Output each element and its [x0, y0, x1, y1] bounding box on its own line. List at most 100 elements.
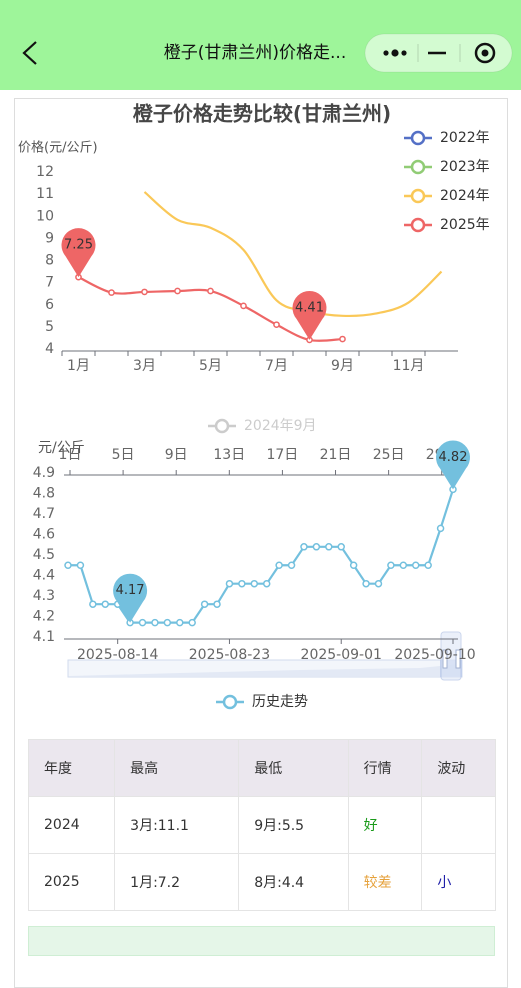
legend-label[interactable]: 历史走势	[252, 694, 308, 710]
column-header: 最高	[114, 739, 240, 797]
table-row: 2025 1月:7.2 8月:4.4 较差 小	[27, 853, 496, 911]
chart-title: 橙子价格走势比较(甘肃兰州)	[133, 102, 391, 126]
cell: 较差	[347, 853, 423, 911]
zoom-grip[interactable]	[455, 649, 461, 669]
data-point	[362, 579, 370, 588]
legend-symbol	[214, 418, 230, 434]
data-zoom[interactable]	[67, 631, 463, 681]
data-point	[213, 600, 221, 608]
data-point	[174, 287, 181, 295]
legend-symbol	[410, 217, 426, 233]
legend-symbol	[410, 130, 426, 146]
data-point	[436, 524, 445, 533]
data-point	[76, 561, 85, 569]
y-tick-label: 5	[45, 319, 54, 335]
y-tick-label: 4.2	[33, 609, 55, 625]
y-tick-label: 4.6	[33, 527, 55, 543]
y-tick-label: 7	[45, 275, 54, 291]
data-point	[238, 579, 246, 588]
mark-point-label: 4.17	[116, 583, 145, 598]
mark-point	[292, 290, 327, 340]
data-point	[64, 561, 72, 569]
x-tick-label: 3月	[133, 358, 156, 374]
table-row: 2024 3月:11.1 9月:5.5 好	[27, 796, 496, 854]
y-tick-label: 4.9	[33, 465, 55, 481]
x-tick-label: 2025-09-10	[394, 647, 475, 663]
x-tick-label: 11月	[393, 358, 425, 374]
data-point	[138, 618, 147, 627]
data-point	[176, 618, 184, 627]
legend-label: 2023年	[440, 159, 490, 175]
column-header: 最低	[238, 739, 349, 797]
data-point	[188, 618, 196, 627]
data-point	[151, 618, 159, 627]
legend-label: 2024年	[440, 188, 490, 204]
y-tick-label: 4.5	[33, 547, 55, 563]
y-tick-label: 6	[45, 297, 54, 313]
data-point	[207, 287, 214, 295]
x-tick-label: 9月	[331, 358, 354, 374]
legend-label: 2025年	[440, 217, 490, 233]
data-point	[250, 579, 259, 588]
data-point	[275, 561, 283, 569]
cell: 好	[347, 796, 423, 854]
cell: 小	[421, 853, 496, 911]
legend-label[interactable]: 2024年9月	[244, 418, 317, 434]
cell: 2024	[27, 796, 116, 854]
mark-point	[61, 228, 96, 278]
data-point	[101, 600, 110, 608]
x2-tick-label: 5日	[112, 447, 135, 463]
data-point	[163, 618, 172, 627]
data-point	[240, 302, 247, 310]
zoom-grip[interactable]	[442, 649, 448, 669]
data-point	[300, 543, 308, 551]
y-tick-label: 11	[36, 186, 54, 202]
legend-label: 2022年	[440, 130, 490, 146]
back-button[interactable]	[22, 41, 37, 65]
cell: 1月:7.2	[114, 853, 240, 911]
close-button[interactable]	[474, 42, 496, 64]
data-point	[108, 289, 115, 296]
mark-point	[436, 440, 470, 490]
data-point	[411, 561, 420, 569]
cell: 9月:5.5	[238, 796, 349, 854]
data-point	[325, 543, 333, 551]
y-tick-label: 4.1	[33, 629, 55, 645]
cell: 2025	[27, 853, 116, 911]
y-tick-label: 8	[45, 253, 54, 269]
data-point	[262, 579, 271, 588]
mark-point-label: 7.25	[64, 238, 93, 253]
x2-tick-label: 17日	[266, 447, 298, 463]
nav-title: 橙子(甘肃兰州)价格走...	[164, 43, 346, 63]
nav-bar: 橙子(甘肃兰州)价格走...	[0, 0, 521, 90]
y-tick-label: 4.3	[33, 588, 55, 604]
data-point	[141, 288, 148, 296]
summary-table: 年度 最高 最低 行情 波动 2024 3月:11.1 9月:5.5 好 202…	[27, 739, 496, 911]
data-point	[374, 579, 383, 588]
x2-tick-label: 25日	[373, 447, 405, 463]
y-tick-label: 4.7	[33, 506, 55, 522]
y-tick-label: 4	[45, 341, 54, 357]
y-axis-label: 元/公斤	[38, 440, 85, 456]
y-tick-label: 9	[45, 230, 54, 246]
mark-point-label: 4.41	[295, 300, 324, 315]
y-axis-label: 价格(元/公斤)	[18, 140, 98, 156]
column-header: 行情	[347, 739, 423, 797]
data-point	[424, 561, 432, 569]
more-button[interactable]	[383, 49, 407, 57]
y-tick-label: 10	[36, 208, 54, 224]
note-box	[28, 926, 495, 956]
y-tick-label: 12	[36, 164, 54, 180]
legend-symbol	[410, 188, 426, 204]
legend-symbol	[222, 694, 238, 710]
x-tick-label: 2025-09-01	[301, 647, 382, 663]
x2-tick-label: 21日	[320, 447, 352, 463]
x-tick-label: 7月	[265, 358, 288, 374]
series-line	[143, 191, 443, 318]
data-point	[349, 561, 358, 569]
x2-tick-label: 13日	[213, 447, 245, 463]
data-point	[89, 600, 97, 608]
x2-tick-label: 1日	[59, 447, 82, 463]
column-header: 波动	[421, 739, 496, 797]
